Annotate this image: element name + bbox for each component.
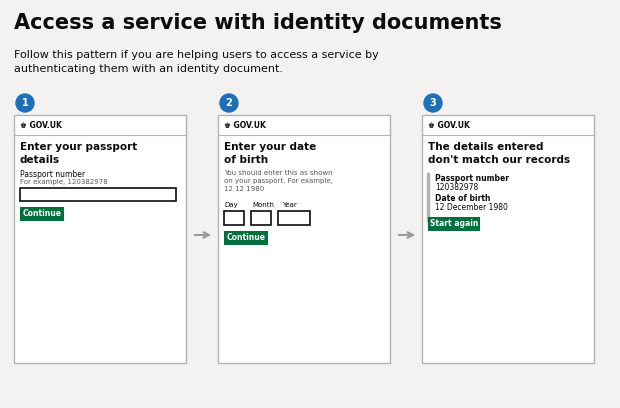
FancyBboxPatch shape (14, 115, 186, 363)
Text: 3: 3 (430, 98, 436, 108)
Text: You should enter this as shown
on your passport. For example,
12 12 1980: You should enter this as shown on your p… (224, 170, 333, 192)
Circle shape (220, 94, 238, 112)
FancyBboxPatch shape (218, 115, 390, 363)
FancyBboxPatch shape (422, 115, 594, 363)
Text: 2: 2 (226, 98, 232, 108)
FancyBboxPatch shape (224, 211, 244, 225)
Text: Enter your date
of birth: Enter your date of birth (224, 142, 316, 165)
Text: Date of birth: Date of birth (435, 194, 490, 203)
Text: 120382978: 120382978 (435, 183, 478, 192)
FancyBboxPatch shape (428, 217, 480, 231)
Text: ♚ GOV.UK: ♚ GOV.UK (224, 120, 266, 129)
Text: Enter your passport
details: Enter your passport details (20, 142, 137, 165)
Text: Follow this pattern if you are helping users to access a service by
authenticati: Follow this pattern if you are helping u… (14, 50, 379, 74)
Text: Year: Year (282, 202, 297, 208)
Text: Passport number: Passport number (20, 170, 85, 179)
FancyBboxPatch shape (20, 188, 176, 201)
Circle shape (16, 94, 34, 112)
Text: For example, 120382978: For example, 120382978 (20, 179, 108, 185)
Text: Continue: Continue (226, 233, 265, 242)
FancyBboxPatch shape (278, 211, 310, 225)
FancyBboxPatch shape (251, 211, 271, 225)
Text: Day: Day (224, 202, 237, 208)
Text: ♚ GOV.UK: ♚ GOV.UK (428, 120, 470, 129)
Text: Access a service with identity documents: Access a service with identity documents (14, 13, 502, 33)
FancyBboxPatch shape (224, 231, 268, 245)
FancyBboxPatch shape (20, 207, 64, 221)
Text: Month: Month (252, 202, 274, 208)
Text: Passport number: Passport number (435, 174, 509, 183)
Text: 12 December 1980: 12 December 1980 (435, 203, 508, 212)
Text: 1: 1 (22, 98, 29, 108)
Text: The details entered
don't match our records: The details entered don't match our reco… (428, 142, 570, 165)
Text: ♚ GOV.UK: ♚ GOV.UK (20, 120, 62, 129)
Circle shape (424, 94, 442, 112)
Text: Start again: Start again (430, 220, 478, 228)
Text: Continue: Continue (22, 209, 61, 219)
